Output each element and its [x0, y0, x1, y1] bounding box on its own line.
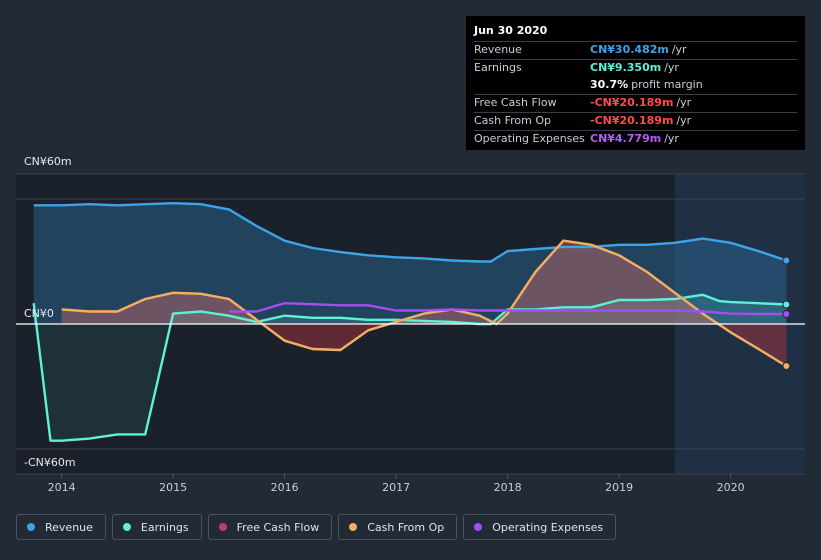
y-tick-label: -CN¥60m: [24, 456, 76, 469]
tooltip-cfo-value: -CN¥20.189m: [590, 114, 674, 127]
tooltip-row-margin: 30.7% profit margin: [474, 77, 797, 94]
tooltip-margin-value: 30.7%: [590, 78, 629, 91]
revenue-end-point: [782, 256, 791, 265]
tooltip-opex-value: CN¥4.779m: [590, 132, 662, 145]
tooltip-row-cfo: Cash From Op -CN¥20.189m /yr: [474, 112, 797, 130]
tooltip-margin-suffix: profit margin: [631, 78, 703, 91]
financial-history-chart: CN¥60m CN¥0 -CN¥60m 2014 2015 2016 2017 2018 20…: [16, 155, 805, 494]
tooltip-revenue-suffix: /yr: [671, 43, 687, 56]
tooltip-opex-suffix: /yr: [664, 132, 679, 145]
legend-earnings-label: Earnings: [140, 520, 189, 534]
tooltip-earnings-label: Earnings: [474, 61, 522, 74]
data-tooltip: Jun 30 2020 Revenue CN¥30.482m /yr Earni…: [466, 16, 805, 150]
tooltip-row-opex: Operating Expenses CN¥4.779m /yr: [474, 130, 797, 148]
x-tick-label: 2019: [605, 481, 633, 494]
legend-cash-from-op-label: Cash From Op: [367, 520, 445, 534]
legend-operating-expenses-label: Operating Expenses: [492, 520, 604, 534]
x-tick-label: 2015: [159, 481, 187, 494]
revenue-line: [33, 202, 787, 263]
tooltip-date: Jun 30 2020: [474, 24, 548, 37]
tooltip-row-revenue: Revenue CN¥30.482m /yr: [474, 41, 797, 59]
tooltip-revenue-label: Revenue: [474, 43, 522, 56]
operating-expenses-line: [228, 302, 787, 316]
tooltip-opex-label: Operating Expenses: [474, 132, 585, 145]
tooltip-row-fcf: Free Cash Flow -CN¥20.189m /yr: [474, 94, 797, 112]
earnings-end-point: [782, 300, 791, 309]
legend-revenue[interactable]: Revenue: [16, 514, 106, 540]
legend-free-cash-flow[interactable]: Free Cash Flow: [207, 514, 333, 540]
y-tick-label: CN¥60m: [24, 155, 72, 168]
legend-free-cash-flow-label: Free Cash Flow: [236, 520, 320, 534]
x-tick-label: 2018: [494, 481, 522, 494]
operating-expenses-end-point: [782, 310, 791, 319]
x-tick-label: 2014: [48, 481, 76, 494]
tooltip-revenue-value: CN¥30.482m: [590, 43, 669, 56]
x-tick-label: 2017: [382, 481, 410, 494]
tooltip-cfo-suffix: /yr: [676, 114, 692, 127]
tooltip-earnings-value: CN¥9.350m: [590, 61, 662, 74]
tooltip-fcf-label: Free Cash Flow: [474, 96, 557, 109]
cash-from-op-dot-icon: [349, 523, 358, 531]
chart-legend: Revenue Earnings Free Cash Flow Cash Fro…: [16, 514, 617, 540]
legend-cash-from-op[interactable]: Cash From Op: [338, 514, 458, 540]
x-tick-label: 2020: [717, 481, 745, 494]
legend-operating-expenses[interactable]: Operating Expenses: [463, 514, 617, 540]
legend-earnings[interactable]: Earnings: [111, 514, 202, 540]
tooltip-fcf-suffix: /yr: [676, 96, 692, 109]
free-cash-flow-dot-icon: [218, 523, 227, 531]
tooltip-fcf-value: -CN¥20.189m: [590, 96, 674, 109]
y-tick-label: CN¥0: [24, 307, 54, 320]
revenue-area-0: [33, 203, 787, 324]
x-tick-label: 2016: [271, 481, 299, 494]
earnings-area-0: [33, 294, 787, 324]
cash-from-op-line: [61, 239, 788, 368]
tooltip-row-earnings: Earnings CN¥9.350m /yr: [474, 59, 797, 77]
earnings-dot-icon: [122, 523, 131, 531]
tooltip-cfo-label: Cash From Op: [474, 114, 552, 127]
cash-from-op-end-point: [782, 362, 791, 371]
legend-revenue-label: Revenue: [45, 520, 93, 534]
earnings-area-1: [33, 324, 787, 441]
operating-expenses-dot-icon: [474, 523, 483, 531]
earnings-line: [32, 293, 787, 442]
tooltip-earnings-suffix: /yr: [664, 61, 679, 74]
revenue-dot-icon: [27, 523, 35, 531]
